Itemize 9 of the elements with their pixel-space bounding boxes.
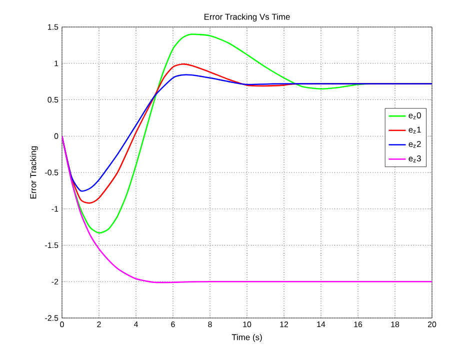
line-series (62, 135, 432, 284)
chart-title: Error Tracking Vs Time (204, 14, 290, 22)
legend-label: e$_{z}$0 (408, 112, 421, 120)
legend-label: e$_{z}$2 (408, 141, 421, 148)
y-axis-title: Error Tracking (30, 146, 38, 198)
legend-label: e$_{z}$3 (408, 155, 421, 162)
legend-label: e$_{z}$1 (408, 126, 421, 134)
line-series (62, 74, 432, 192)
x-axis-title: Time (s) (232, 334, 262, 342)
